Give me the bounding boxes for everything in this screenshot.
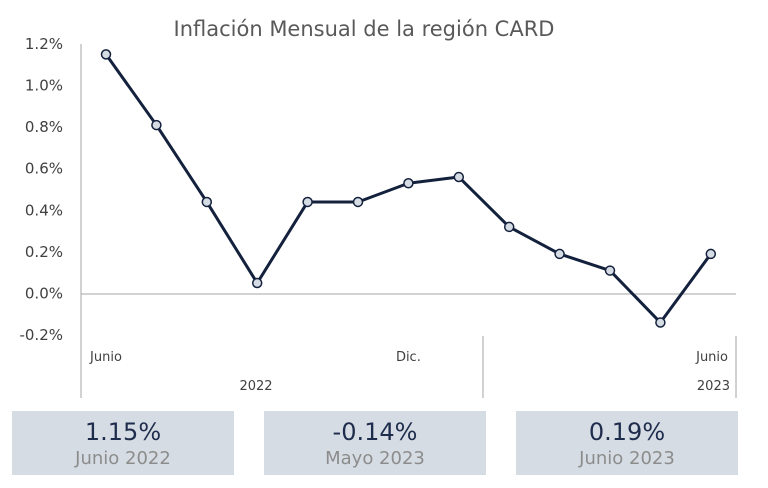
summary-card-may-2023: -0.14% Mayo 2023 [264,411,486,475]
card-label: Mayo 2023 [325,448,425,469]
y-tick-label: -0.2% [19,326,63,344]
x-category-label: Junio [89,350,122,365]
y-tick-label: 0.2% [25,243,63,261]
summary-card-june-2023: 0.19% Junio 2023 [516,411,738,475]
y-tick-label: 0.8% [25,118,63,136]
y-tick-label: 0.0% [25,284,63,302]
data-point-marker [554,248,565,260]
y-tick-label: 0.6% [25,160,63,178]
card-value: -0.14% [332,418,418,446]
card-label: Junio 2022 [75,448,171,469]
data-point-marker [453,171,465,183]
data-point-marker [403,178,414,189]
x-category-label: Junio [695,350,728,365]
summary-card-june-2022: 1.15% Junio 2022 [12,411,234,475]
year-label-2023: 2023 [697,379,730,394]
y-tick-label: 1.2% [25,35,63,53]
y-tick-label: 1.0% [25,77,63,95]
data-point-marker [151,119,162,131]
data-point-marker [655,317,666,328]
inflation-line-chart: Inflación Mensual de la región CARD 1.2%… [19,17,737,398]
data-point-marker [100,49,112,60]
data-point-marker [302,196,313,208]
x-category-label: Dic. [396,350,421,365]
data-point-marker [705,248,717,260]
card-label: Junio 2023 [579,448,675,469]
data-point-marker [251,277,263,289]
data-point-marker [503,221,515,233]
card-value: 1.15% [84,418,162,446]
data-point-marker [352,196,364,208]
year-label-2022: 2022 [239,379,272,394]
card-value: 0.19% [588,418,666,446]
chart-title: Inflación Mensual de la región CARD [174,17,555,41]
data-point-marker [604,265,616,276]
summary-cards: 1.15% Junio 2022 -0.14% Mayo 2023 0.19% … [12,411,742,475]
data-point-marker [201,196,213,208]
y-tick-label: 0.4% [25,201,63,219]
